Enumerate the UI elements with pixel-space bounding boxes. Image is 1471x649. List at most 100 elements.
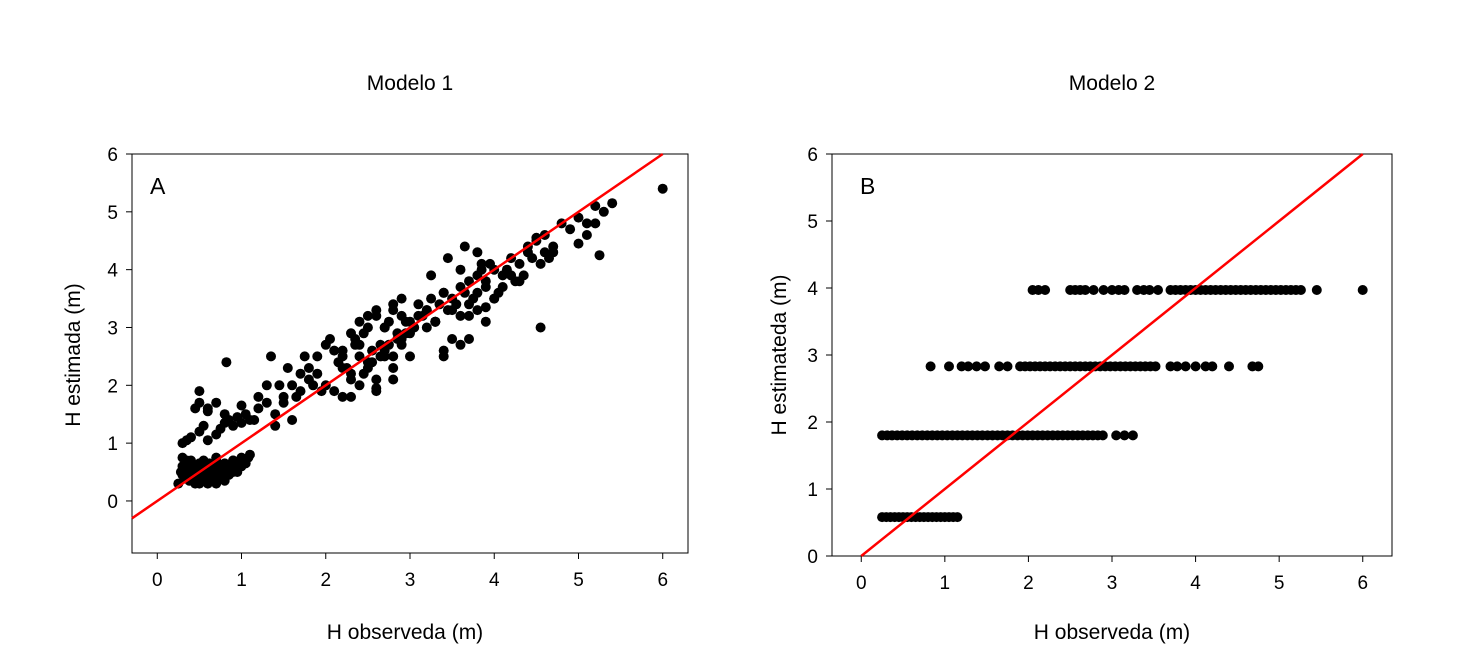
data-point	[535, 258, 546, 269]
data-point	[329, 345, 340, 356]
data-point	[581, 230, 592, 240]
data-point	[211, 397, 222, 408]
data-point	[388, 299, 399, 310]
data-point	[303, 363, 314, 373]
data-point	[1002, 361, 1013, 372]
panel-a-x-axis-label: H observeda (m)	[327, 621, 483, 644]
panel-a-points	[173, 183, 668, 489]
data-point	[421, 322, 432, 333]
y-tick-label: 3	[807, 346, 818, 367]
data-point	[244, 449, 255, 460]
data-point	[211, 478, 222, 489]
data-point	[186, 432, 196, 443]
data-point	[421, 305, 432, 316]
data-point	[194, 397, 205, 408]
y-tick-label: 6	[107, 145, 118, 166]
data-point	[371, 374, 382, 385]
x-tick-label: 4	[489, 570, 500, 591]
data-point	[1119, 285, 1130, 295]
panel-b-reference-line	[860, 153, 1364, 557]
data-point	[514, 258, 525, 269]
data-point	[215, 464, 226, 475]
data-point	[455, 339, 466, 350]
data-point	[980, 361, 990, 372]
data-point	[971, 361, 982, 372]
data-point	[346, 391, 356, 402]
data-point	[249, 415, 260, 425]
data-point	[1150, 361, 1161, 372]
x-tick-label: 2	[320, 570, 331, 591]
data-point	[1311, 285, 1322, 295]
data-point	[236, 400, 247, 411]
panel-a-y-axis-label: H estimada (m)	[62, 283, 85, 427]
panel-b-points	[877, 285, 1368, 523]
data-point	[228, 420, 239, 431]
data-point	[497, 282, 508, 292]
data-point	[194, 386, 205, 397]
data-point	[1111, 430, 1122, 441]
data-point	[371, 383, 382, 394]
data-point	[396, 339, 407, 350]
y-tick-label: 1	[807, 480, 818, 501]
data-point	[472, 287, 483, 298]
data-point	[354, 316, 365, 327]
data-point	[261, 397, 272, 408]
data-point	[354, 339, 365, 350]
panel-b-letter: B	[860, 173, 875, 199]
panel-a-letter: A	[150, 173, 166, 199]
data-point	[590, 218, 601, 229]
data-point	[270, 409, 281, 420]
data-point	[295, 368, 306, 379]
data-point	[274, 380, 285, 391]
y-tick-label: 5	[807, 212, 818, 233]
x-tick-label: 5	[573, 570, 584, 591]
data-point	[438, 351, 449, 362]
data-point	[514, 276, 525, 287]
data-point	[430, 316, 441, 327]
data-point	[1088, 285, 1099, 295]
data-point	[527, 253, 538, 264]
data-point	[337, 363, 348, 373]
data-point	[459, 241, 470, 252]
data-point	[219, 409, 230, 420]
data-point	[413, 299, 424, 310]
data-point	[489, 293, 500, 304]
data-point	[181, 469, 192, 480]
data-point	[198, 455, 209, 466]
data-point	[963, 361, 974, 372]
y-tick-label: 5	[107, 203, 118, 224]
data-point	[261, 380, 272, 391]
data-point	[379, 322, 390, 333]
data-point	[1357, 285, 1368, 295]
data-point	[657, 183, 668, 194]
data-point	[944, 361, 954, 372]
data-point	[362, 363, 373, 373]
data-point	[1180, 361, 1191, 372]
data-point	[426, 270, 437, 281]
data-point	[362, 310, 373, 321]
data-point	[447, 334, 458, 344]
data-point	[291, 391, 302, 402]
data-point	[455, 264, 466, 275]
data-point	[337, 345, 348, 356]
y-tick-label: 4	[107, 261, 118, 282]
data-point	[573, 238, 584, 249]
data-point	[476, 258, 487, 269]
data-point	[337, 391, 348, 402]
y-tick-label: 2	[807, 413, 818, 434]
panel-b-y-axis-label: H estimateda (m)	[768, 274, 791, 435]
data-point	[198, 420, 209, 431]
x-tick-label: 4	[1190, 573, 1201, 594]
x-tick-label: 3	[1107, 573, 1118, 594]
panel-b-y-ticks: 0 1 2 3 4 5 6	[807, 145, 832, 568]
data-point	[413, 310, 424, 321]
data-point	[925, 361, 936, 372]
data-point	[388, 374, 399, 385]
data-point	[438, 287, 449, 298]
data-point	[299, 351, 310, 362]
data-point	[400, 316, 411, 327]
data-point	[1172, 361, 1183, 372]
panel-b-x-ticks: 0 1 2 3 4 5 6	[856, 556, 1368, 594]
data-point	[329, 386, 340, 397]
